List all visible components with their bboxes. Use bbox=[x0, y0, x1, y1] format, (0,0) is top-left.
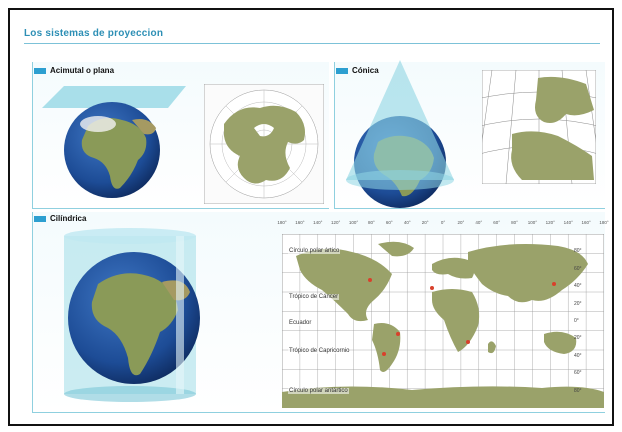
madagascar bbox=[488, 341, 496, 354]
longitude-tick-label: 160° bbox=[295, 220, 305, 225]
south-america bbox=[372, 323, 401, 372]
longitude-tick-label: 180° bbox=[277, 220, 287, 225]
latitude-tick-label: 40° bbox=[574, 283, 582, 290]
red-markers bbox=[368, 278, 556, 356]
latitude-tick-label: 80° bbox=[574, 387, 582, 394]
cylindrical-label-text: Cilíndrica bbox=[50, 214, 87, 223]
asia bbox=[468, 244, 588, 303]
azimuthal-map-figure bbox=[204, 84, 324, 204]
section-marker bbox=[336, 67, 348, 74]
longitude-tick-label: 180° bbox=[599, 220, 609, 225]
latitude-tick-label: 0° bbox=[574, 318, 579, 324]
europe bbox=[432, 257, 475, 279]
conic-section-label: Cónica bbox=[336, 66, 379, 75]
longitude-tick-label: 40° bbox=[403, 220, 411, 225]
antarctica bbox=[282, 386, 604, 408]
africa bbox=[432, 289, 480, 352]
conic-label-text: Cónica bbox=[352, 66, 379, 75]
globe-land bbox=[91, 273, 178, 376]
longitude-tick-label: 140° bbox=[563, 220, 573, 225]
latitude-tick-label: 80° bbox=[574, 248, 582, 255]
tropic-capricorn-label: Trópico de Capricornio bbox=[288, 348, 351, 354]
longitude-tick-label: 120° bbox=[331, 220, 341, 225]
conic-globe-figure bbox=[338, 58, 468, 216]
latitude-tick-label: 60° bbox=[574, 370, 582, 377]
world-landmasses bbox=[282, 241, 604, 408]
conic-landmass bbox=[535, 76, 594, 123]
globe-land bbox=[81, 118, 147, 189]
title-divider bbox=[24, 43, 600, 44]
longitude-tick-label: 160° bbox=[581, 220, 591, 225]
latitude-tick-label: 20° bbox=[574, 300, 582, 307]
projection-plane bbox=[42, 86, 186, 108]
longitude-tick-label: 60° bbox=[385, 220, 393, 225]
north-america bbox=[296, 248, 392, 322]
longitude-tick-label: 80° bbox=[368, 220, 375, 225]
longitude-tick-label: 100° bbox=[527, 220, 538, 225]
cylindrical-globe-figure bbox=[58, 226, 208, 406]
longitude-scale: 180° 160° 140° 120° 100° 80° 60° 40° 20° 0° 20° 40°… bbox=[277, 216, 608, 230]
cylindrical-section-label: Cilíndrica bbox=[34, 214, 86, 223]
section-marker bbox=[34, 67, 46, 74]
arctic-circle-label: Círculo polar ártico bbox=[288, 248, 341, 254]
latitude-tick-label: 60° bbox=[574, 265, 582, 272]
section-marker bbox=[34, 215, 46, 222]
equator-label: Ecuador bbox=[288, 320, 313, 326]
longitude-tick-label: 80° bbox=[511, 220, 518, 225]
polar-landmass bbox=[224, 105, 305, 184]
australia bbox=[544, 331, 577, 354]
antarctic-circle-label: Círculo polar antártico bbox=[288, 388, 349, 394]
tropic-cancer-label: Trópico de Cáncer bbox=[288, 294, 340, 300]
longitude-tick-label: 60° bbox=[493, 220, 501, 225]
azimuthal-section-label: Acimutal o plana bbox=[34, 66, 114, 75]
azimuthal-label-text: Acimutal o plana bbox=[50, 66, 115, 75]
latitude-tick-label: 40° bbox=[574, 352, 582, 359]
longitude-tick-label: 100° bbox=[348, 220, 359, 225]
latitude-tick-label: 20° bbox=[574, 335, 582, 342]
greenland bbox=[378, 241, 414, 257]
longitude-tick-label: 40° bbox=[475, 220, 483, 225]
figure-title: Los sistemas de proyeccion bbox=[24, 28, 164, 39]
longitude-tick-label: 120° bbox=[545, 220, 555, 225]
projection-cone bbox=[346, 60, 454, 180]
longitude-tick-label: 20° bbox=[421, 220, 429, 225]
azimuthal-globe-figure bbox=[36, 80, 196, 208]
cylindrical-map-figure bbox=[282, 234, 604, 408]
longitude-tick-label: 140° bbox=[313, 220, 323, 225]
conic-map-figure bbox=[482, 70, 596, 184]
longitude-tick-label: 20° bbox=[457, 220, 465, 225]
longitude-tick-label: 0° bbox=[440, 220, 446, 225]
